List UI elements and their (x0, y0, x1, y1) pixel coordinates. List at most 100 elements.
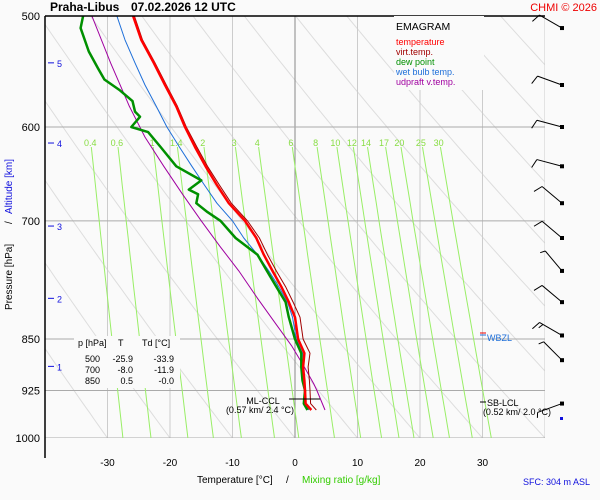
wind-barbs-layer (531, 14, 564, 420)
wind-barb-station (560, 201, 564, 206)
wind-barb (533, 186, 564, 206)
wind-barb-station (560, 82, 564, 87)
mixing-ratio-label: 0.6 (111, 138, 124, 148)
legend: EMAGRAM temperature virt.temp. dew point… (394, 16, 484, 90)
wind-barb-flag (533, 285, 543, 291)
wind-barb-flag (532, 322, 540, 330)
mixing-ratio-label: 2 (200, 138, 205, 148)
wind-barb-station (560, 268, 564, 273)
mixing-ratio-label: 20 (394, 138, 404, 148)
datetime-title: 07.02.2026 12 UTC (131, 0, 236, 14)
dry-adiabat (45, 347, 109, 438)
mixing-ratio-line (352, 146, 400, 438)
mixing-ratio-label: 14 (361, 138, 371, 148)
wind-barb-staff (539, 322, 563, 336)
wind-barb-flag (531, 119, 538, 129)
mixing-ratio-line (291, 146, 335, 438)
wind-barb (540, 250, 564, 273)
wind-barb (533, 220, 564, 241)
wind-barb (531, 159, 564, 169)
table-cell: -33.9 (153, 354, 174, 364)
ml-ccl-annotation: ML-CCL (0.57 km/ 2.4 °C) (226, 396, 320, 415)
x-tick-label: 30 (477, 458, 489, 469)
dry-adiabat (294, 16, 545, 307)
mixing-ratio-line (422, 146, 473, 438)
x-axis-title: Temperature [°C] / Mixing ratio [g/kg] (197, 475, 381, 486)
y-tick-label: 700 (22, 216, 40, 228)
y-axis-title-altitude: Altitude [km] (4, 159, 15, 214)
series-line-dew-point (79, 16, 309, 411)
dry-adiabat (141, 16, 484, 438)
mixing-ratio-line (385, 146, 434, 438)
y-tick-label: 500 (22, 11, 40, 23)
x-tick-label: 20 (414, 458, 426, 469)
sb-lcl-annotation: SB-LCL (0.52 km/ 2.0 °C) (480, 398, 551, 417)
mixing-ratio-label: 12 (347, 138, 357, 148)
table-cell: 850 (85, 376, 100, 386)
table-cell: 0.5 (120, 376, 133, 386)
dry-adiabat (499, 16, 545, 66)
wind-barb-station (560, 358, 564, 363)
mixing-ratio-line (258, 146, 300, 438)
table-cell: -25.9 (112, 354, 133, 364)
table-cell: -11.9 (154, 365, 174, 375)
mixing-ratio-line (439, 146, 492, 438)
wind-barb (531, 75, 564, 87)
mixing-ratio-line (367, 146, 415, 438)
mixing-ratio-label: 4 (255, 138, 260, 148)
table-cell: -0.0 (158, 376, 174, 386)
altitude-tick-label: 1 (57, 362, 62, 372)
dry-adiabat (243, 16, 545, 372)
x-tick-label: -10 (225, 458, 240, 469)
mixing-ratio-label: 30 (434, 138, 444, 148)
dry-adiabat (45, 262, 171, 438)
wind-barb-station (560, 26, 564, 31)
legend-background (394, 16, 484, 90)
mixing-ratio-line (316, 146, 362, 438)
dry-adiabat (89, 16, 421, 438)
table-cell: 700 (85, 365, 100, 375)
mixing-ratio-label: 0.4 (84, 138, 97, 148)
wind-barb-station (560, 236, 564, 241)
wind-barb-station (560, 401, 564, 406)
wind-barb-half-flag (538, 324, 544, 329)
table-cell: 500 (85, 354, 100, 364)
x-tick-label: -30 (100, 458, 115, 469)
legend-item-temperature: temperature (396, 37, 445, 47)
table-background (74, 336, 180, 388)
series-line-temperature (131, 16, 313, 411)
wind-barb-staff (541, 220, 563, 239)
legend-item-wet-bulb: wet bulb temp. (395, 67, 455, 77)
wind-barb-staff (541, 285, 563, 303)
grid-layer (0, 0, 545, 468)
ml-ccl-label: ML-CCL (246, 396, 280, 406)
altitude-tick-label: 5 (57, 59, 62, 69)
wind-barb-half-flag (540, 250, 546, 254)
x-axis-title-mixing: Mixing ratio [g/kg] (302, 475, 381, 486)
mixing-ratio-label: 17 (379, 138, 389, 148)
wind-barb-half-flag (538, 341, 544, 345)
mixing-ratio-label: 6 (288, 138, 293, 148)
wind-barb (533, 285, 564, 305)
wbzl-label: WBZL (487, 333, 512, 343)
wind-barb-station (560, 164, 564, 169)
station-title: Praha-Libus (50, 0, 120, 14)
x-axis-title-separator: / (286, 475, 289, 486)
wind-barb (536, 401, 564, 418)
mixing-ratio-line (234, 146, 275, 438)
wind-barb (532, 14, 564, 31)
y-tick-label: 925 (22, 386, 40, 398)
wind-barb (532, 322, 564, 338)
sounding-values-table: p [hPa] T Td [°C] 500 -25.9 -33.9 700 -8… (74, 336, 180, 388)
mixing-ratio-label: 8 (313, 138, 318, 148)
mixing-ratio-label: 1.4 (170, 138, 183, 148)
dry-adiabat (192, 16, 545, 438)
mixing-ratio-line (336, 146, 383, 438)
dry-adiabat (0, 0, 2, 468)
wind-barb-staff (541, 186, 563, 204)
legend-item-virt-temp: virt.temp. (396, 47, 433, 57)
altitude-tick-label: 3 (57, 222, 62, 232)
y-axis-title: Pressure [hPa] / Altitude [km] (4, 159, 15, 310)
